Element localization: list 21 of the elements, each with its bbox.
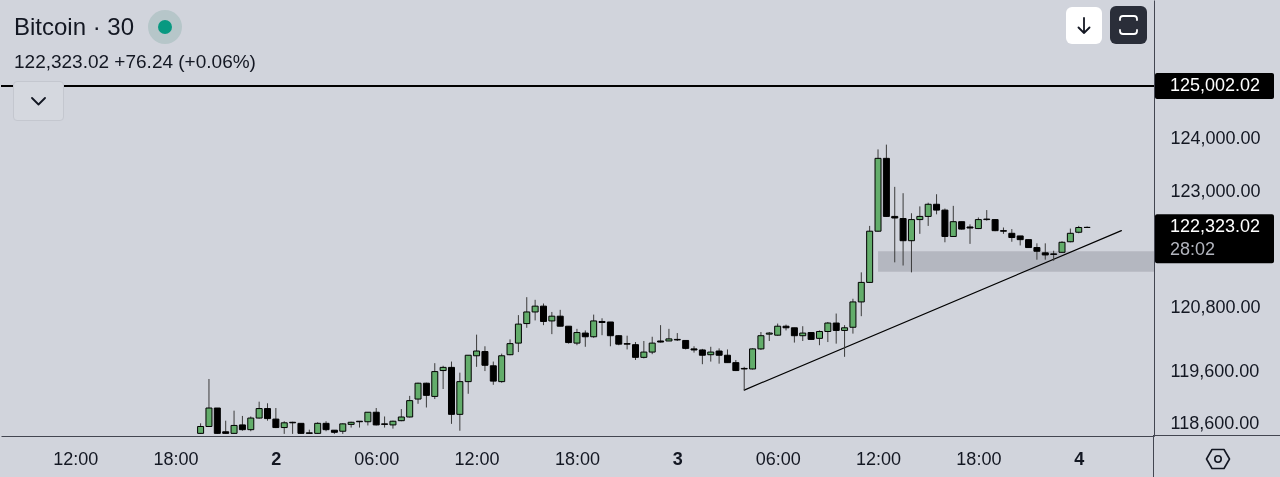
y-tick-label: 123,000.00 <box>1170 181 1261 202</box>
x-tick-label: 06:00 <box>755 448 801 469</box>
x-tick-label: 18:00 <box>153 448 199 469</box>
y-tick-label: 124,000.00 <box>1170 128 1261 149</box>
x-tick-label: 2 <box>271 448 282 469</box>
text: 122,323.02 <box>1170 216 1261 237</box>
x-tick-label: 12:00 <box>53 448 99 469</box>
text: Bitcoin · 30 <box>14 12 135 42</box>
x-tick-label: 06:00 <box>354 448 400 469</box>
x-tick-label: 12:00 <box>454 448 500 469</box>
x-tick-label: 18:00 <box>956 448 1002 469</box>
text: 122,323.02 +76.24 (+0.06%) <box>14 51 256 73</box>
y-tick-label: 118,600.00 <box>1170 413 1260 434</box>
x-tick-label: 3 <box>672 448 683 469</box>
x-tick-label: 12:00 <box>855 448 902 469</box>
x-tick-label: 4 <box>1074 448 1085 469</box>
y-tick-label: 119,600.00 <box>1170 360 1260 381</box>
ref-line-label: 125,002.02 <box>1170 74 1261 95</box>
x-tick-label: 18:00 <box>554 448 600 469</box>
y-tick-label: 120,800.00 <box>1170 297 1261 318</box>
text: 28:02 <box>1170 239 1216 260</box>
